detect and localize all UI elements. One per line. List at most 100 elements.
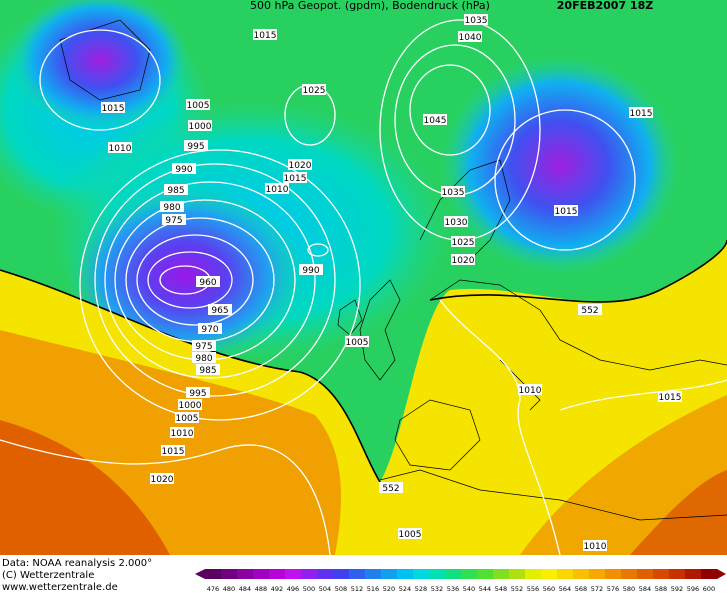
field: [630, 470, 727, 555]
scale-label: 548: [495, 585, 507, 593]
isobar-label: 1010: [518, 384, 542, 396]
footer-url: www.wetterzentrale.de: [2, 582, 118, 593]
coastline: [379, 469, 727, 521]
isobar-label: 1045: [423, 114, 447, 126]
isobar: [439, 299, 561, 556]
scale-swatch: [285, 569, 302, 579]
isobar-label-text: 1040: [459, 33, 482, 43]
label-bg: [379, 482, 403, 493]
isobar-label-text: 1010: [266, 185, 289, 195]
isobar-label: 1020: [451, 254, 475, 266]
isobar-label: 980: [160, 201, 184, 213]
isobar-label-text: 995: [189, 389, 206, 399]
isobar-label: 995: [184, 140, 208, 152]
background: [0, 0, 727, 555]
scale-label: 504: [319, 585, 331, 593]
isobar: [147, 251, 233, 309]
isobar-label-text: 960: [199, 278, 216, 288]
scale-swatch: [477, 569, 494, 579]
label-bg: [441, 186, 465, 197]
isobar-label-text: 980: [195, 354, 212, 364]
label-bg: [302, 84, 326, 95]
scale-arrow-right: [717, 569, 726, 579]
isobar-labels: 1015 1035 1040 1015 1005 1000 1010 995 1025 1045 1…: [101, 14, 682, 552]
isobar-label: 1005: [345, 336, 369, 348]
label-bg: [265, 183, 289, 194]
isobar-label: 1005: [186, 99, 210, 111]
scale-swatch: [525, 569, 542, 579]
isobar-label: 985: [164, 184, 188, 196]
isobar-label-text: 1010: [584, 542, 607, 552]
isobar: [79, 149, 361, 421]
label-bg: [464, 14, 488, 25]
scale-label: 568: [575, 585, 587, 593]
isobar-label-text: 1000: [189, 122, 212, 132]
isobar-label-text: 1045: [424, 116, 447, 126]
label-bg: [150, 473, 174, 484]
coastline: [394, 399, 481, 471]
label-bg: [196, 276, 220, 287]
scale-label: 596: [687, 585, 699, 593]
isobar-label: 1030: [444, 216, 468, 228]
isobar-label-text: 1020: [151, 475, 174, 485]
scale-label: 532: [431, 585, 443, 593]
scale-arrow-left: [195, 569, 205, 579]
scale-swatch: [429, 569, 446, 579]
scale-label: 512: [351, 585, 363, 593]
label-bg: [299, 264, 323, 275]
isobar-label-text: 995: [187, 142, 204, 152]
label-bg: [196, 364, 220, 375]
scale-swatch: [365, 569, 382, 579]
label-bg: [172, 163, 196, 174]
isobar: [0, 439, 331, 556]
scale-swatch: [685, 569, 702, 579]
coastline: [429, 279, 727, 371]
scale-label: 560: [543, 585, 555, 593]
isobar: [94, 163, 336, 397]
scale-swatch: [461, 569, 478, 579]
isobar-label: 1015: [554, 205, 578, 217]
isobar-label-text: 1015: [102, 104, 125, 114]
scale-swatch: [397, 569, 414, 579]
isobar-label-text: 1020: [289, 161, 312, 171]
isobar-label: 1015: [629, 107, 653, 119]
label-bg: [108, 142, 132, 153]
isobar-label-text: 980: [163, 203, 180, 213]
label-bg: [164, 184, 188, 195]
scale-label: 552: [511, 585, 523, 593]
isobar-label-text: 965: [211, 306, 228, 316]
label-bg: [160, 201, 184, 212]
scale-swatch: [413, 569, 430, 579]
isobar-label-text: 1030: [445, 218, 468, 228]
isobar-label: 1035: [441, 186, 465, 198]
label-bg: [198, 323, 222, 334]
isobar: [409, 64, 491, 156]
isobar-label: 552: [578, 304, 602, 316]
scale-swatch: [573, 569, 590, 579]
scale-swatch: [589, 569, 606, 579]
isobar: [494, 109, 636, 251]
isobar-label: 1000: [178, 399, 202, 411]
label-bg: [658, 391, 682, 402]
scale-label: 564: [559, 585, 571, 593]
label-bg: [345, 336, 369, 347]
isobar-label-text: 1015: [284, 174, 307, 184]
scale-label: 544: [479, 585, 491, 593]
scale-swatch: [317, 569, 334, 579]
map-date: 20FEB2007 18Z: [557, 0, 653, 12]
label-bg: [283, 172, 307, 183]
isobar-label-text: 1025: [303, 86, 326, 96]
label-bg: [162, 214, 186, 225]
coastlines: [59, 19, 727, 521]
isobar-label-text: 1015: [555, 207, 578, 217]
coastline: [59, 19, 151, 101]
isobar-label-text: 1005: [187, 101, 210, 111]
isobar-label-text: 552: [382, 484, 399, 494]
scale-swatch: [333, 569, 350, 579]
footer-copyright: (C) Wetterzentrale: [2, 570, 94, 581]
isobar: [104, 181, 316, 379]
isobar-label-text: 1035: [442, 188, 465, 198]
isobar-label: 1040: [458, 31, 482, 43]
label-bg: [554, 205, 578, 216]
scale-swatch: [301, 569, 318, 579]
